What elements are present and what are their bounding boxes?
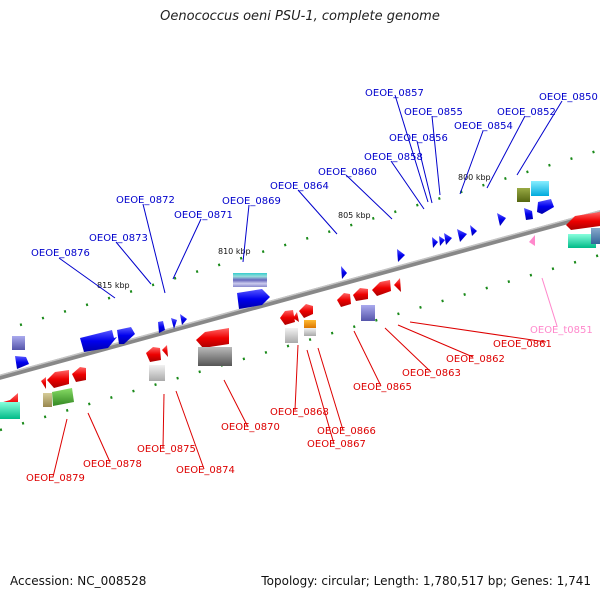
gene-arrow[interactable] — [15, 356, 29, 369]
label-OEOE_0852[interactable]: OEOE_0852 — [497, 107, 556, 118]
gene-block[interactable] — [233, 273, 267, 287]
gene-arrow[interactable] — [372, 280, 391, 296]
label-OEOE_0870[interactable]: OEOE_0870 — [221, 422, 280, 433]
label-OEOE_0869[interactable]: OEOE_0869 — [222, 196, 281, 207]
label-OEOE_0878[interactable]: OEOE_0878 — [83, 459, 142, 470]
label-OEOE_0860[interactable]: OEOE_0860 — [318, 167, 377, 178]
gene-arrow[interactable] — [353, 288, 368, 301]
gene-block[interactable] — [0, 402, 20, 419]
scale-815-kbp: 815 kbp — [97, 281, 130, 290]
gene-arrow[interactable] — [566, 212, 600, 230]
gene-arrow[interactable] — [146, 347, 161, 362]
upper-connectors — [58, 94, 563, 299]
gene-arrow[interactable] — [162, 345, 168, 357]
trna-marker[interactable] — [529, 235, 535, 246]
label-OEOE_0856[interactable]: OEOE_0856 — [389, 133, 448, 144]
label-OEOE_0850[interactable]: OEOE_0850 — [539, 92, 598, 103]
gene-arrow[interactable] — [341, 266, 347, 279]
map-title: Oenococcus oeni PSU-1, complete genome — [160, 9, 440, 24]
label-OEOE_t0851[interactable]: OEOE_t0851 — [530, 325, 593, 336]
gene-arrow[interactable] — [171, 318, 177, 329]
label-OEOE_0865[interactable]: OEOE_0865 — [353, 382, 412, 393]
gene-arrow[interactable] — [280, 310, 295, 325]
gene-arrow[interactable] — [457, 229, 467, 242]
gene-block[interactable] — [531, 181, 549, 196]
gene-arrow[interactable] — [237, 289, 270, 309]
scale-805-kbp: 805 kbp — [338, 211, 371, 220]
gene-arrow[interactable] — [470, 225, 477, 236]
gene-arrow[interactable] — [72, 367, 86, 382]
label-OEOE_0873[interactable]: OEOE_0873 — [89, 233, 148, 244]
label-OEOE_0867[interactable]: OEOE_0867 — [307, 439, 366, 450]
label-OEOE_0858[interactable]: OEOE_0858 — [364, 152, 423, 163]
scale-810-kbp: 810 kbp — [218, 247, 251, 256]
gene-block[interactable] — [43, 393, 52, 407]
label-OEOE_0866[interactable]: OEOE_0866 — [317, 426, 376, 437]
gene-arrow[interactable] — [524, 208, 533, 220]
scale-800-kbp: 800 kbp — [458, 173, 491, 182]
gene-arrow[interactable] — [196, 328, 229, 348]
label-OEOE_0871[interactable]: OEOE_0871 — [174, 210, 233, 221]
gene-block[interactable] — [568, 234, 596, 248]
lower-gene-labels: OEOE_t0851 OEOE_0861 OEOE_0862 OEOE_0863… — [26, 325, 593, 484]
label-OEOE_0872[interactable]: OEOE_0872 — [116, 195, 175, 206]
upper-gene-labels: OEOE_0857 OEOE_0850 OEOE_0855 OEOE_0852 … — [31, 88, 598, 259]
label-OEOE_0874[interactable]: OEOE_0874 — [176, 465, 235, 476]
gene-arrow[interactable] — [117, 327, 135, 344]
label-OEOE_0862[interactable]: OEOE_0862 — [446, 354, 505, 365]
gene-block[interactable] — [361, 305, 375, 321]
label-OEOE_0864[interactable]: OEOE_0864 — [270, 181, 329, 192]
gene-arrow[interactable] — [80, 330, 117, 352]
gene-block[interactable] — [285, 328, 298, 343]
gene-arrow[interactable] — [394, 278, 401, 292]
forward-strand-genes — [12, 181, 554, 369]
label-OEOE_0876[interactable]: OEOE_0876 — [31, 248, 90, 259]
gene-arrow[interactable] — [299, 304, 313, 318]
gene-arrow[interactable] — [180, 314, 187, 325]
scale-markers: 800 kbp 805 kbp 810 kbp 815 kbp — [97, 173, 491, 290]
gene-arrow[interactable] — [337, 293, 351, 307]
gene-arrow[interactable] — [52, 388, 74, 406]
label-OEOE_0857[interactable]: OEOE_0857 — [365, 88, 424, 99]
label-OEOE_0855[interactable]: OEOE_0855 — [404, 107, 463, 118]
label-OEOE_0879[interactable]: OEOE_0879 — [26, 473, 85, 484]
gene-arrow[interactable] — [444, 233, 452, 245]
gene-block[interactable] — [591, 228, 600, 244]
gene-block[interactable] — [304, 328, 316, 336]
label-OEOE_0854[interactable]: OEOE_0854 — [454, 121, 513, 132]
gene-arrow[interactable] — [397, 249, 405, 262]
genome-backbone — [0, 210, 600, 380]
accession-label: Accession: NC_008528 — [10, 574, 147, 588]
gene-arrow[interactable] — [537, 199, 554, 214]
gene-block[interactable] — [12, 336, 25, 350]
gene-block[interactable] — [198, 347, 232, 366]
gene-arrow[interactable] — [432, 237, 438, 248]
genome-summary-label: Topology: circular; Length: 1,780,517 bp… — [261, 574, 591, 588]
gene-arrow[interactable] — [439, 236, 445, 246]
label-OEOE_0868[interactable]: OEOE_0868 — [270, 407, 329, 418]
gene-arrow[interactable] — [497, 213, 506, 226]
reverse-strand-genes — [0, 212, 600, 419]
label-OEOE_0875[interactable]: OEOE_0875 — [137, 444, 196, 455]
gene-block[interactable] — [517, 188, 530, 202]
label-OEOE_0863[interactable]: OEOE_0863 — [402, 368, 461, 379]
gene-arrow[interactable] — [41, 377, 46, 389]
lower-connectors — [52, 277, 558, 478]
gene-arrow[interactable] — [158, 321, 165, 333]
gene-arrow[interactable] — [293, 312, 299, 322]
gene-arrow[interactable] — [47, 370, 69, 388]
label-OEOE_0861[interactable]: OEOE_0861 — [493, 339, 552, 350]
gene-block[interactable] — [304, 320, 316, 328]
gene-block[interactable] — [149, 365, 165, 381]
